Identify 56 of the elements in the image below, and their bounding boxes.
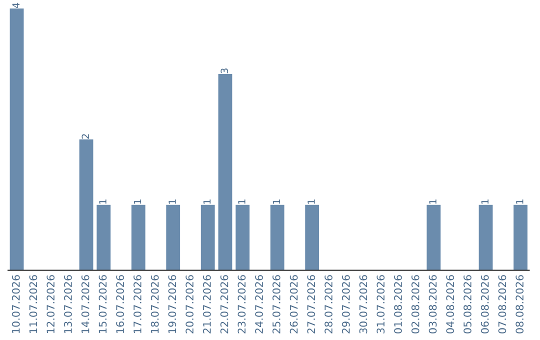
- x-tick-label: 14.07.2026: [81, 275, 90, 333]
- data-label: 1: [481, 200, 488, 204]
- data-label: 3: [220, 68, 228, 74]
- x-tick-label: 18.07.2026: [150, 275, 159, 333]
- x-tick-label: 13.07.2026: [64, 275, 72, 333]
- x-tick-label: 01.08.2026: [394, 275, 402, 334]
- bar: [166, 204, 180, 270]
- x-tick-label: 30.07.2026: [359, 275, 368, 334]
- data-label: 1: [168, 200, 176, 204]
- data-label: 4: [12, 2, 20, 8]
- x-tick-label: 12.07.2026: [46, 275, 55, 333]
- x-tick-label: 07.08.2026: [498, 275, 506, 334]
- data-label: 1: [516, 200, 524, 204]
- x-tick-label: 08.08.2026: [516, 275, 524, 334]
- bar: [270, 204, 284, 270]
- data-label: 2: [82, 134, 89, 139]
- x-tick-label: 28.07.2026: [324, 275, 332, 334]
- bar: [514, 204, 528, 270]
- x-tick-label: 20.07.2026: [186, 275, 194, 334]
- x-tick-label: 06.08.2026: [480, 275, 489, 334]
- bar: [131, 204, 146, 270]
- data-label: 1: [99, 200, 106, 204]
- bar: [236, 204, 250, 270]
- x-tick-label: 23.07.2026: [238, 275, 246, 334]
- x-tick-label: 10.07.2026: [12, 275, 20, 333]
- data-label: 1: [134, 200, 142, 204]
- bar: [79, 139, 94, 270]
- x-tick-label: 03.08.2026: [428, 275, 437, 334]
- data-label: 1: [203, 200, 211, 204]
- bar: [426, 204, 441, 270]
- x-tick-label: 19.07.2026: [168, 275, 176, 333]
- x-tick-label: 22.07.2026: [220, 275, 228, 334]
- bar: [305, 204, 320, 270]
- data-label: 1: [272, 200, 280, 204]
- bar: [96, 204, 111, 270]
- x-tick-label: 31.07.2026: [376, 275, 385, 334]
- bar: [200, 204, 215, 270]
- x-tick-label: 25.07.2026: [272, 275, 280, 334]
- x-tick-label: 26.07.2026: [290, 275, 298, 334]
- bar: [10, 8, 24, 270]
- data-label: 1: [429, 200, 436, 204]
- x-tick-label: 15.07.2026: [98, 275, 107, 333]
- bar: [218, 74, 232, 270]
- x-tick-label: 02.08.2026: [411, 275, 420, 334]
- x-tick-label: 05.08.2026: [464, 275, 472, 334]
- x-tick-label: 24.07.2026: [255, 275, 263, 334]
- data-label: 1: [238, 200, 246, 204]
- bar: [478, 204, 493, 270]
- x-tick-label: 17.07.2026: [134, 275, 142, 333]
- data-label: 1: [308, 200, 315, 204]
- x-tick-label: 11.07.2026: [29, 275, 38, 333]
- x-tick-label: 29.07.2026: [342, 275, 350, 334]
- x-tick-label: 16.07.2026: [116, 275, 124, 333]
- x-tick-label: 04.08.2026: [446, 275, 454, 334]
- x-tick-label: 27.07.2026: [307, 275, 316, 334]
- x-tick-label: 21.07.2026: [203, 275, 211, 334]
